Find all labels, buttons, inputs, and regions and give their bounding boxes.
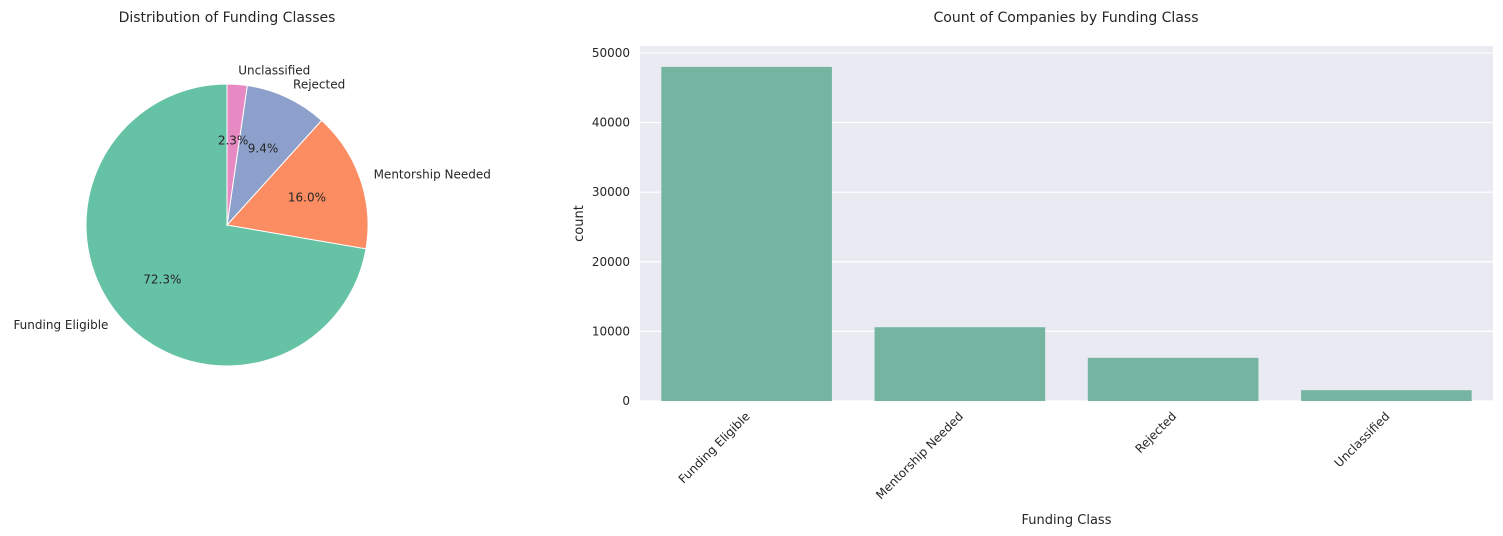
- pie-slice-mentorship-needed: [226, 119, 369, 250]
- x-tick-label: Funding Eligible: [676, 409, 753, 486]
- x-tick-label: Mentorship Needed: [873, 409, 966, 502]
- pie-chart-title: Distribution of Funding Classes: [119, 10, 336, 26]
- pie-slice-unclassified: [226, 83, 248, 226]
- pie-percent-label: 2.3%: [218, 134, 249, 148]
- bars: [661, 66, 1472, 401]
- pie-slice-funding-eligible: [85, 83, 367, 367]
- x-tick-label: Rejected: [1132, 409, 1179, 456]
- pie-label: Mentorship Needed: [374, 167, 491, 181]
- pie-percent-label: 16.0%: [288, 190, 326, 204]
- bar-funding-eligible: [661, 66, 832, 401]
- y-tick-labels: 0 10000 20000 30000 40000 50000: [592, 46, 630, 408]
- y-tick-label: 50000: [592, 46, 630, 60]
- pie-chart: Funding Eligible 72.3% Mentorship Needed 16…: [13, 63, 491, 367]
- bar-rejected: [1087, 357, 1259, 401]
- bar-chart-title: Count of Companies by Funding Class: [933, 10, 1198, 26]
- pie-label: Rejected: [293, 78, 345, 92]
- pie-percent-label: 9.4%: [248, 141, 279, 155]
- x-axis-label: Funding Class: [1022, 513, 1112, 528]
- bar-unclassified: [1301, 390, 1472, 401]
- x-tick-label: Unclassified: [1332, 409, 1393, 470]
- pie-slice-rejected: [226, 84, 323, 227]
- y-tick-label: 20000: [592, 255, 630, 269]
- pie-percent-label: 72.3%: [143, 273, 181, 287]
- x-tick-labels: Funding Eligible Mentorship Needed Rejecte…: [676, 409, 1393, 502]
- y-tick-label: 40000: [592, 116, 630, 130]
- y-axis-label: count: [572, 205, 587, 242]
- y-tick-label: 0: [622, 394, 630, 408]
- pie-label: Unclassified: [238, 63, 310, 77]
- pie-label: Funding Eligible: [13, 318, 108, 332]
- bar-mentorship-needed: [874, 327, 1046, 401]
- y-tick-label: 10000: [592, 324, 630, 338]
- y-tick-label: 30000: [592, 185, 630, 199]
